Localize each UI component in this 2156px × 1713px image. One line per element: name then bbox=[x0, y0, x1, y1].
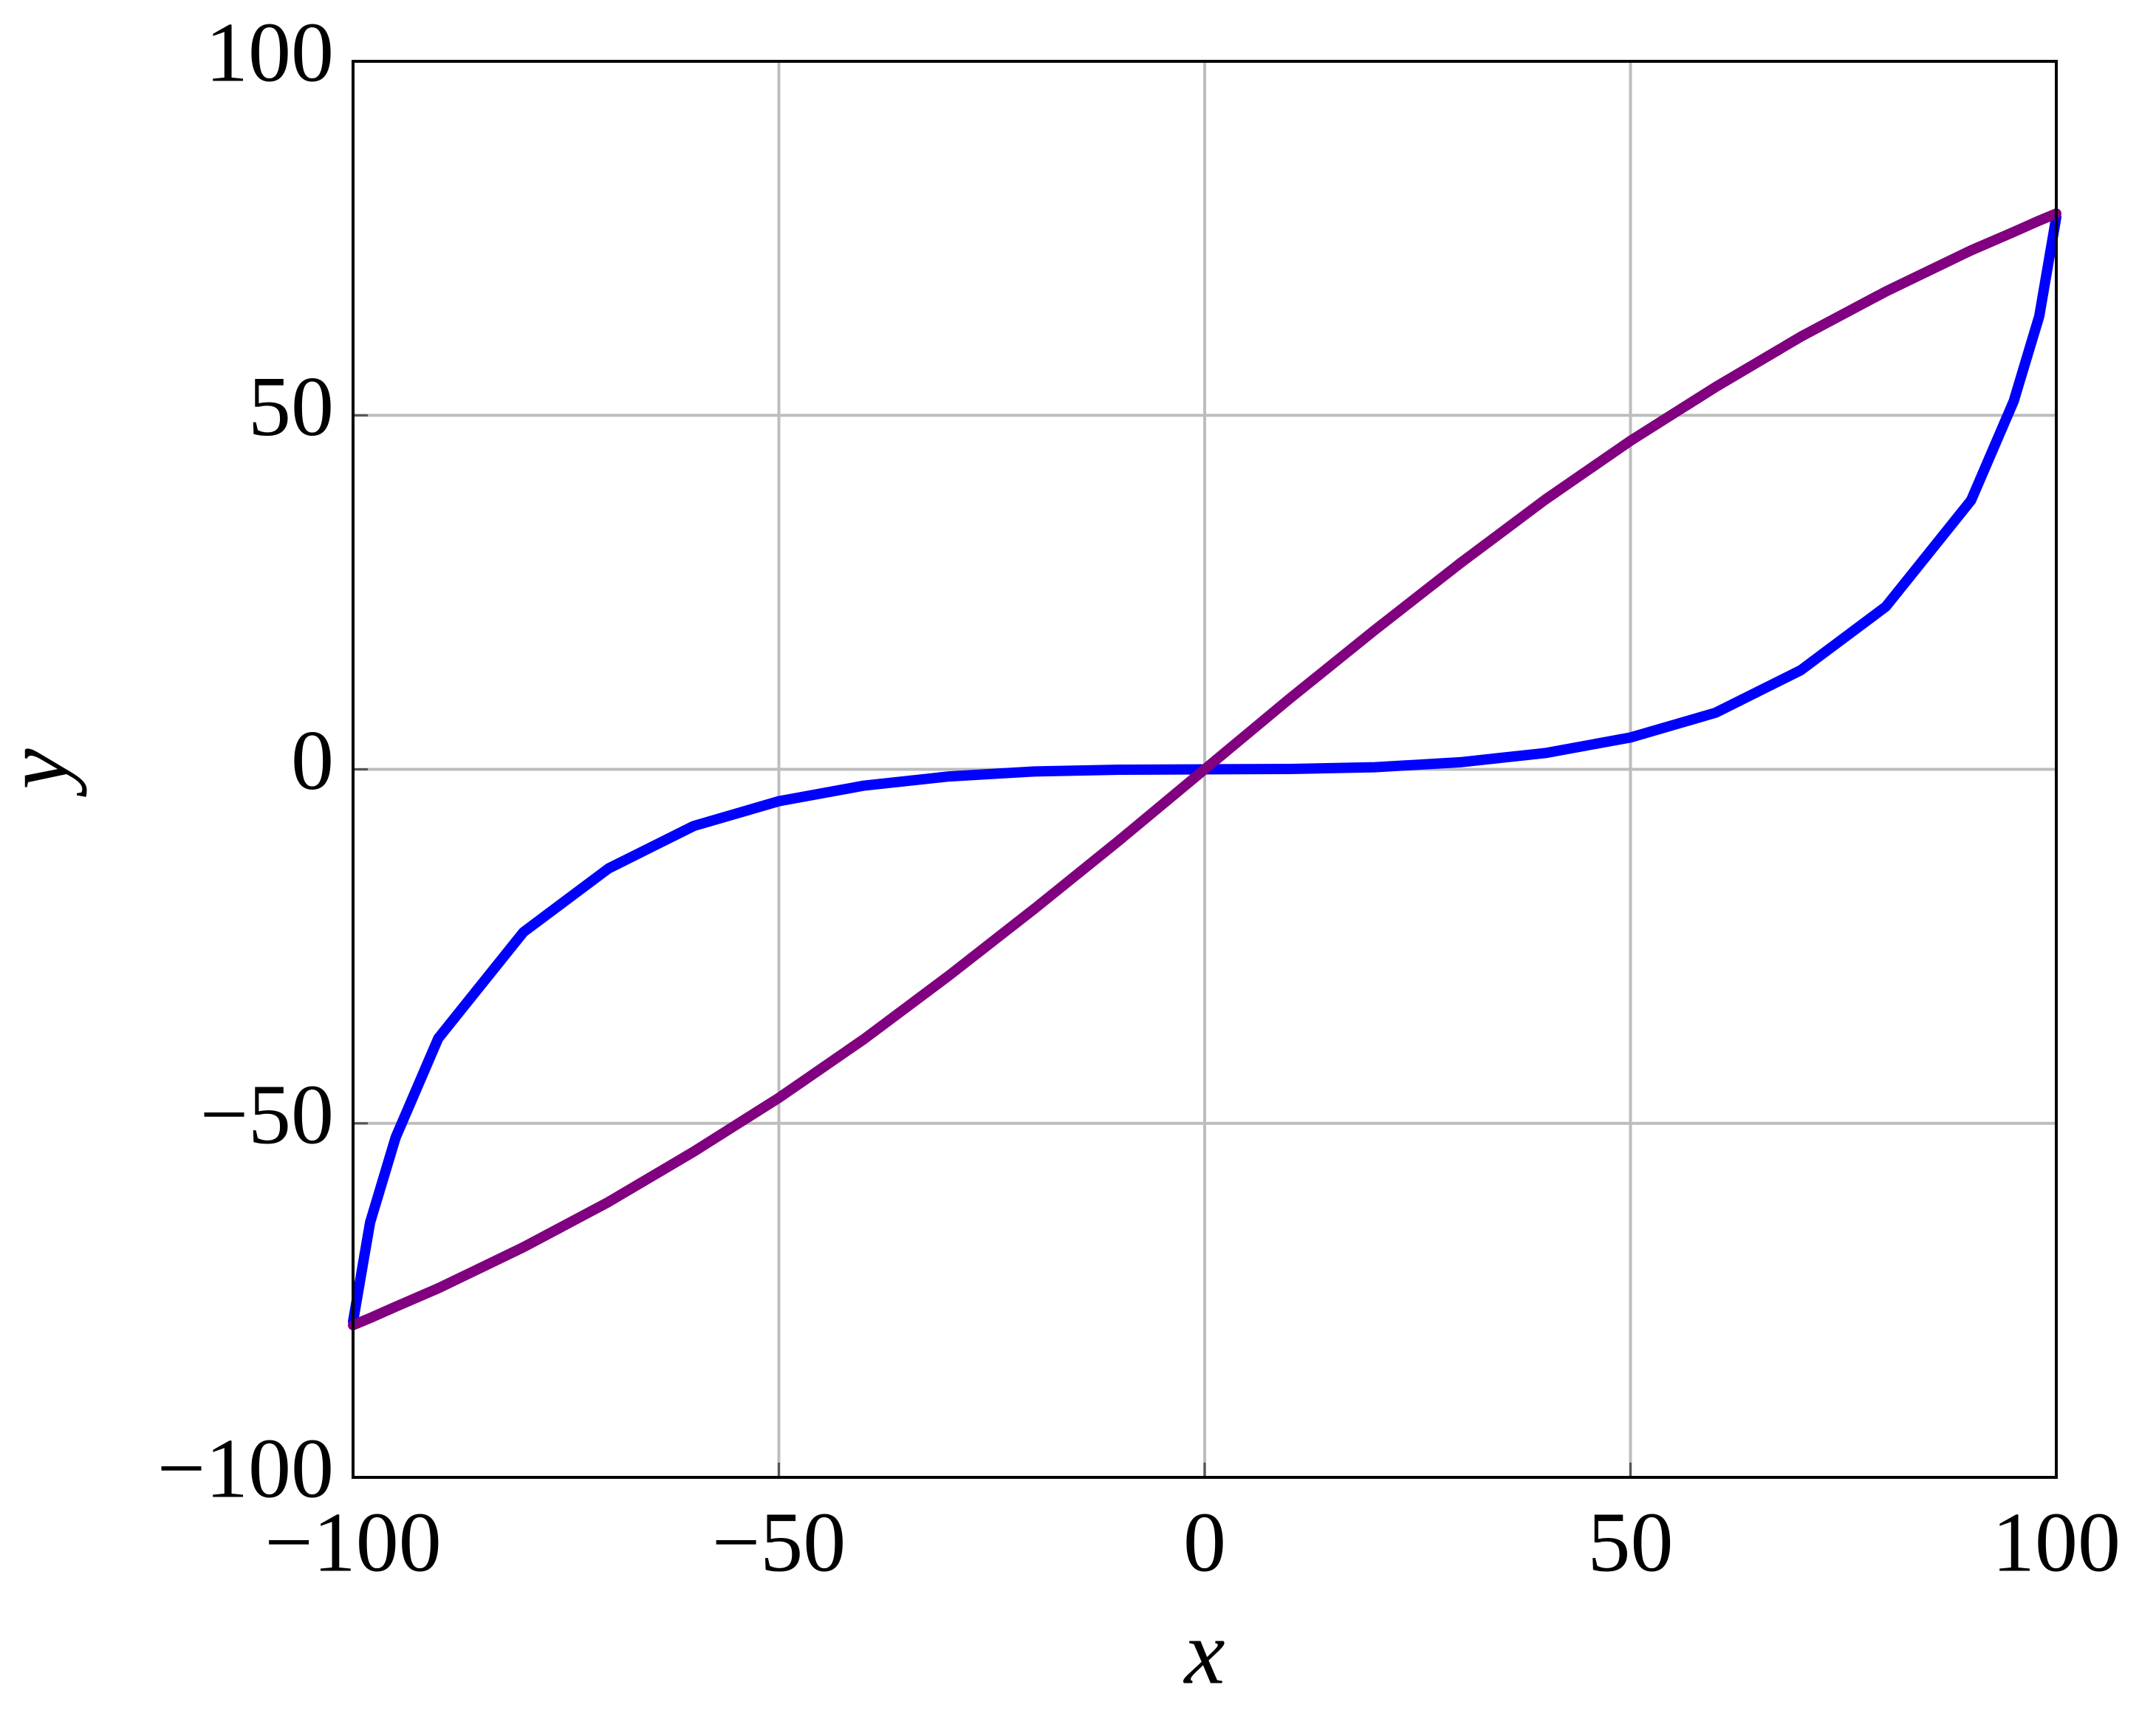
x-tick-label: 50 bbox=[1588, 1496, 1674, 1590]
y-tick-label: −50 bbox=[200, 1067, 334, 1162]
x-tick-label: 0 bbox=[1183, 1496, 1226, 1590]
plot-frame bbox=[352, 60, 2058, 1479]
y-tick-label: 0 bbox=[291, 714, 334, 808]
x-tick-label: 100 bbox=[1992, 1496, 2121, 1590]
y-tick-label: 50 bbox=[248, 360, 334, 454]
y-tick-label: −100 bbox=[157, 1422, 334, 1517]
y-axis-label: y bbox=[0, 748, 86, 798]
y-tick-label: 100 bbox=[205, 6, 334, 100]
series-line bbox=[348, 208, 2061, 1330]
x-tick-label: −50 bbox=[712, 1496, 846, 1590]
x-tick-label: −100 bbox=[264, 1496, 441, 1590]
x-axis-label: x bbox=[1183, 1601, 1225, 1703]
